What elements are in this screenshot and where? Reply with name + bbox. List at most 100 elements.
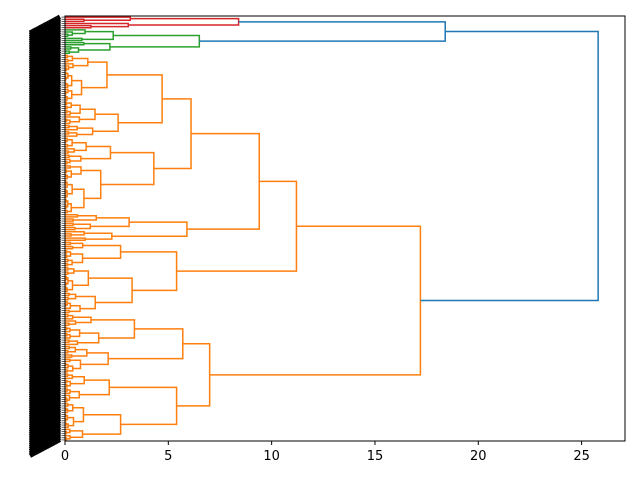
dendrogram-link (65, 125, 78, 131)
dendrogram-link (82, 244, 122, 259)
leaf-labels: ████████████████████████████████████████… (28, 14, 65, 458)
dendrogram-link (69, 155, 82, 162)
dendrogram-link (65, 41, 85, 46)
dendrogram-link (65, 83, 69, 88)
dendrogram-link (69, 430, 84, 439)
dendrogram-link (69, 329, 81, 338)
dendrogram-link (420, 30, 599, 302)
axes-frame (64, 15, 626, 442)
dendrogram-link (67, 404, 74, 412)
dendrogram-link (111, 221, 188, 237)
dendrogram-link (199, 21, 446, 42)
dendrogram-link (65, 437, 68, 441)
dendrogram-link (65, 218, 74, 222)
dendrogram-link (100, 151, 155, 186)
dendrogram-link (65, 358, 71, 363)
dendrogram-link (69, 390, 80, 399)
dendrogram-link (120, 251, 178, 292)
dendrogram-link (65, 267, 69, 271)
dendrogram-link (67, 75, 73, 87)
dendrogram-link (65, 403, 69, 407)
dendrogram-link (67, 55, 74, 62)
dendrogram-link (91, 319, 136, 339)
dendrogram-link (65, 296, 69, 301)
dendrogram-link (186, 132, 260, 230)
dendrogram-link (66, 102, 72, 109)
dendrogram-link (65, 388, 68, 392)
plot-frame (64, 15, 626, 442)
dendrogram-link (65, 322, 70, 326)
dendrogram-link (88, 277, 133, 304)
dendrogram-link (65, 383, 68, 388)
dendrogram-link (65, 18, 85, 23)
dendrogram-link (65, 50, 71, 54)
dendrogram-link (176, 180, 298, 272)
dendrogram-link (65, 408, 69, 414)
dendrogram-link (65, 237, 86, 241)
dendrogram-link (153, 98, 192, 170)
dendrogram-link (80, 169, 102, 200)
dendrogram-link (75, 295, 96, 310)
dendrogram-link (65, 233, 72, 237)
dendrogram-link (65, 245, 74, 250)
dendrogram-link (67, 416, 75, 427)
dendrogram-link (72, 57, 89, 67)
dendrogram-link (72, 141, 87, 152)
dendrogram-link (65, 397, 68, 403)
dendrogram-link (69, 359, 82, 370)
dendrogram-link (65, 423, 69, 428)
dendrogram-link (66, 380, 72, 387)
dendrogram-link (65, 258, 69, 263)
dendrogram-link (65, 339, 70, 343)
dendrogram-link (65, 320, 77, 325)
dendrogram-link (81, 30, 114, 41)
dendrogram-link (65, 292, 70, 297)
x-tick-label: 25 (573, 449, 590, 464)
dendrogram-link (65, 131, 70, 135)
dendrogram-link (109, 386, 178, 426)
dendrogram-link (81, 61, 108, 89)
dendrogram-link (65, 143, 69, 148)
dendrogram-link (65, 160, 68, 165)
dendrogram-link (65, 22, 130, 28)
dendrogram-link (108, 328, 184, 360)
dendrogram-link (65, 165, 71, 169)
dendrogram-link (65, 226, 76, 231)
dendrogram-link (69, 47, 80, 53)
dendrogram-link (65, 428, 71, 434)
dendrogram-links (64, 16, 599, 441)
x-tick-label: 10 (263, 449, 280, 464)
dendrogram-link (109, 34, 201, 48)
dendrogram-link (65, 301, 69, 306)
dendrogram-link (73, 215, 97, 221)
dendrogram-link (65, 213, 79, 218)
dendrogram-link (67, 259, 73, 266)
dendrogram-link (65, 110, 71, 116)
dendrogram-link (70, 104, 81, 114)
dendrogram-link (92, 113, 119, 133)
dendrogram-link (72, 223, 92, 230)
x-axis-ticks: 0 5 10 15 20 25 (61, 441, 590, 464)
dendrogram-link (71, 79, 83, 96)
dendrogram-link (65, 222, 74, 227)
dendrogram-link (65, 72, 69, 79)
dendrogram-link (65, 345, 70, 350)
dendrogram-link (65, 349, 69, 354)
dendrogram-link (209, 225, 422, 376)
dendrogram-link (65, 326, 68, 331)
dendrogram-link (76, 127, 94, 136)
dendrogram-link (65, 65, 70, 70)
dendrogram-link (106, 74, 163, 124)
dendrogram-link (70, 166, 82, 175)
dendrogram-link (70, 242, 84, 249)
dendrogram-link (65, 37, 83, 42)
dendrogram-link (176, 342, 211, 407)
x-tick-label: 20 (470, 449, 487, 464)
dendrogram-link (65, 24, 92, 29)
dendrogram-link (68, 293, 77, 300)
dendrogram-link (65, 369, 68, 373)
dendrogram-link (80, 352, 109, 366)
dendrogram-link (72, 407, 85, 423)
dendrogram-link (79, 108, 96, 121)
